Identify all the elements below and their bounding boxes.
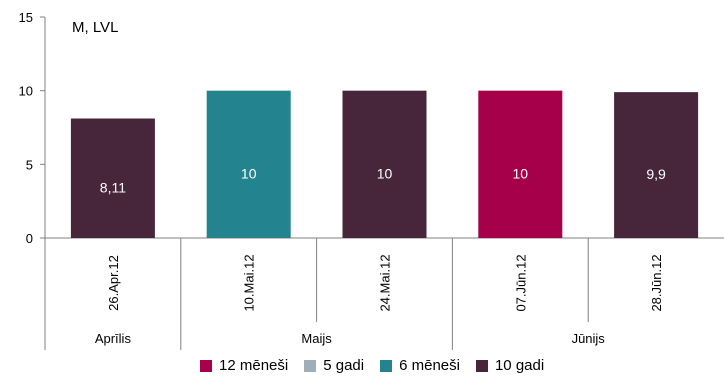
legend-swatch <box>200 359 212 372</box>
legend-label: 5 gadi <box>323 357 365 374</box>
data-label: 8,11 <box>100 179 126 195</box>
legend-label: 12 mēneši <box>219 357 289 374</box>
y-tick-label: 5 <box>26 157 33 172</box>
category-label: 26.Apr.12 <box>106 255 121 311</box>
category-label: 28.Jūn.12 <box>649 254 664 311</box>
legend-item: 6 mēneši <box>380 357 460 374</box>
bar <box>206 90 291 239</box>
month-label: Aprīlis <box>95 331 132 346</box>
data-label: 10 <box>513 165 529 181</box>
axes: 0 5 10 15 Aprīlis Maijs Jūnijs 26.Apr.12 10.Mai.… <box>19 10 724 350</box>
month-label: Jūnijs <box>572 331 606 346</box>
data-label: 9,9 <box>646 166 666 182</box>
bar <box>342 90 427 239</box>
legend-item: 12 mēneši <box>200 357 288 374</box>
legend: 12 mēneši 5 gadi 6 mēneši 10 gadi <box>0 357 724 379</box>
bars: 8,11 10 10 10 9,9 <box>70 90 699 239</box>
data-label: 10 <box>241 165 257 181</box>
bar <box>70 118 155 238</box>
month-label: Maijs <box>301 331 332 346</box>
legend-items: 12 mēneši 5 gadi 6 mēneši 10 gadi <box>200 357 560 374</box>
legend-swatch <box>380 359 393 372</box>
category-label: 10.Mai.12 <box>242 254 257 311</box>
category-label: 24.Mai.12 <box>378 254 393 311</box>
bar <box>614 92 699 238</box>
y-tick-label: 0 <box>26 231 33 246</box>
category-label: 07.Jūn.12 <box>513 254 528 311</box>
bar <box>478 90 563 239</box>
legend-label: 6 mēneši <box>399 357 460 374</box>
legend-swatch <box>475 359 488 372</box>
legend-swatch <box>304 359 317 372</box>
legend-item: 5 gadi <box>304 357 364 374</box>
y-tick-label: 15 <box>19 10 33 25</box>
y-tick-label: 10 <box>19 84 33 99</box>
legend-label: 10 gadi <box>494 357 545 374</box>
unit-label: M, LVL <box>72 19 118 36</box>
legend-item: 10 gadi <box>475 357 545 374</box>
data-label: 10 <box>377 165 393 181</box>
